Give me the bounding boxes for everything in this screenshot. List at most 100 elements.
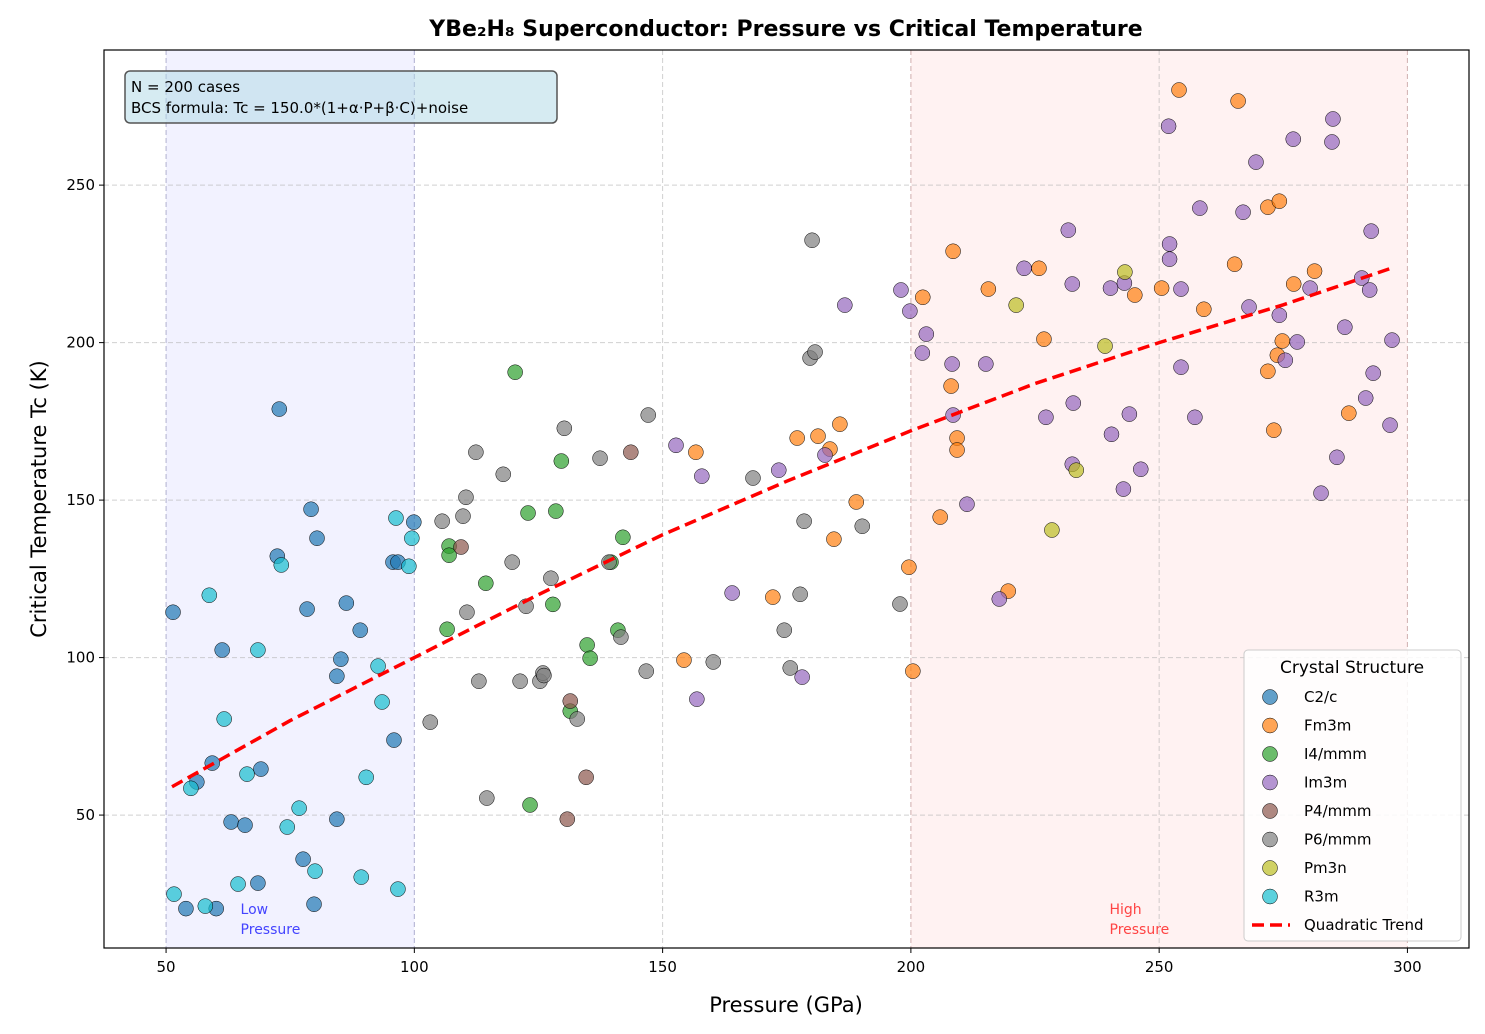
data-point-fm3m (1260, 363, 1276, 380)
legend-marker (1262, 717, 1278, 734)
data-point-p6mmm (504, 554, 520, 570)
data-point-p6mmm (471, 673, 487, 689)
data-point-im3m (1161, 251, 1178, 267)
data-point-im3m (1160, 118, 1177, 134)
data-point-r3m (370, 658, 386, 674)
y-tick-label: 100 (66, 649, 95, 667)
data-point-r3m (291, 800, 307, 816)
data-point-p4mmm (559, 811, 576, 827)
x-tick-label: 200 (897, 958, 926, 976)
data-point-fm3m (826, 531, 842, 547)
data-point-i4mmm (522, 797, 538, 813)
data-point-r3m (388, 510, 404, 526)
data-point-fm3m (789, 430, 805, 446)
data-point-c2c (178, 900, 194, 917)
data-point-im3m (1363, 223, 1379, 239)
data-point-im3m (1382, 417, 1398, 433)
data-point-r3m (404, 530, 420, 546)
y-tick-label: 200 (66, 334, 95, 352)
data-point-fm3m (848, 494, 865, 510)
data-point-im3m (724, 585, 740, 601)
data-point-im3m (771, 462, 787, 478)
data-point-im3m (1103, 426, 1120, 443)
data-point-im3m (1161, 236, 1178, 252)
x-tick-label: 150 (648, 958, 677, 976)
data-point-fm3m (1127, 287, 1143, 303)
annotation-line-1: N = 200 cases (131, 78, 240, 96)
data-point-p6mmm (782, 660, 798, 676)
data-point-im3m (1038, 409, 1054, 426)
data-point-im3m (1173, 359, 1189, 375)
legend-label: Fm3m (1304, 717, 1351, 735)
region-label: Pressure (1110, 922, 1170, 938)
data-point-i4mmm (553, 453, 570, 469)
data-point-c2c (214, 642, 230, 658)
data-point-i4mmm (520, 505, 536, 521)
data-point-r3m (183, 780, 199, 797)
data-point-p6mmm (592, 450, 608, 466)
data-point-fm3m (943, 378, 959, 394)
data-point-c2c (303, 501, 319, 517)
data-point-r3m (166, 886, 182, 902)
data-point-c2c (333, 651, 349, 667)
annotation-box: N = 200 cases BCS formula: Tc = 150.0*(1… (124, 70, 558, 124)
legend-label: C2/c (1304, 688, 1337, 706)
legend-marker (1262, 746, 1278, 762)
data-point-p4mmm (623, 444, 639, 460)
data-point-r3m (390, 881, 406, 897)
data-point-fm3m (1036, 331, 1052, 347)
data-point-c2c (271, 401, 288, 417)
data-point-c2c (295, 851, 311, 867)
data-point-fm3m (810, 428, 826, 444)
data-point-i4mmm (478, 575, 494, 592)
data-point-im3m (1277, 352, 1294, 369)
y-tick-label: 50 (76, 806, 95, 824)
data-point-p6mmm (892, 596, 908, 612)
data-point-im3m (689, 691, 705, 707)
data-point-im3m (1173, 281, 1189, 297)
data-point-fm3m (980, 281, 997, 297)
data-point-im3m (1192, 200, 1208, 216)
data-point-im3m (668, 437, 684, 454)
data-point-im3m (794, 669, 810, 685)
data-point-r3m (307, 863, 323, 879)
data-point-fm3m (901, 559, 917, 575)
region-label: High (1110, 902, 1142, 918)
legend-label: R3m (1304, 888, 1339, 906)
data-point-im3m (1325, 111, 1341, 127)
legend-marker (1262, 831, 1278, 848)
data-point-im3m (1115, 481, 1132, 497)
data-point-i4mmm (579, 637, 595, 653)
data-point-r3m (358, 769, 374, 786)
y-axis-label: Critical Temperature Tc (K) (27, 360, 51, 637)
data-point-r3m (374, 694, 390, 710)
data-points (165, 82, 1400, 917)
data-point-fm3m (1153, 280, 1170, 296)
legend-label: P6/mmm (1304, 831, 1371, 849)
data-point-im3m (1337, 319, 1353, 335)
data-point-r3m (201, 587, 218, 603)
data-point-fm3m (905, 663, 921, 679)
data-point-im3m (1235, 204, 1251, 220)
annotation-line-2: BCS formula: Tc = 150.0*(1+α·P+β·C)+nois… (131, 99, 468, 117)
data-point-fm3m (1031, 260, 1047, 277)
data-point-p6mmm (556, 420, 573, 437)
data-point-fm3m (688, 444, 704, 460)
data-point-fm3m (1306, 263, 1323, 279)
y-tick-label: 150 (66, 491, 95, 509)
data-point-r3m (197, 898, 214, 914)
data-point-im3m (1102, 280, 1119, 296)
data-point-im3m (1324, 134, 1340, 150)
data-point-p4mmm (562, 693, 579, 709)
data-point-p6mmm (459, 604, 475, 620)
legend-marker (1262, 803, 1278, 819)
data-point-fm3m (765, 589, 781, 605)
data-point-fm3m (1285, 276, 1302, 292)
data-point-c2c (237, 817, 253, 833)
data-point-r3m (279, 819, 295, 835)
data-point-im3m (902, 303, 918, 319)
data-point-im3m (1064, 276, 1081, 292)
data-point-p6mmm (455, 508, 471, 524)
data-point-i4mmm (582, 650, 598, 666)
data-point-p6mmm (495, 466, 511, 483)
